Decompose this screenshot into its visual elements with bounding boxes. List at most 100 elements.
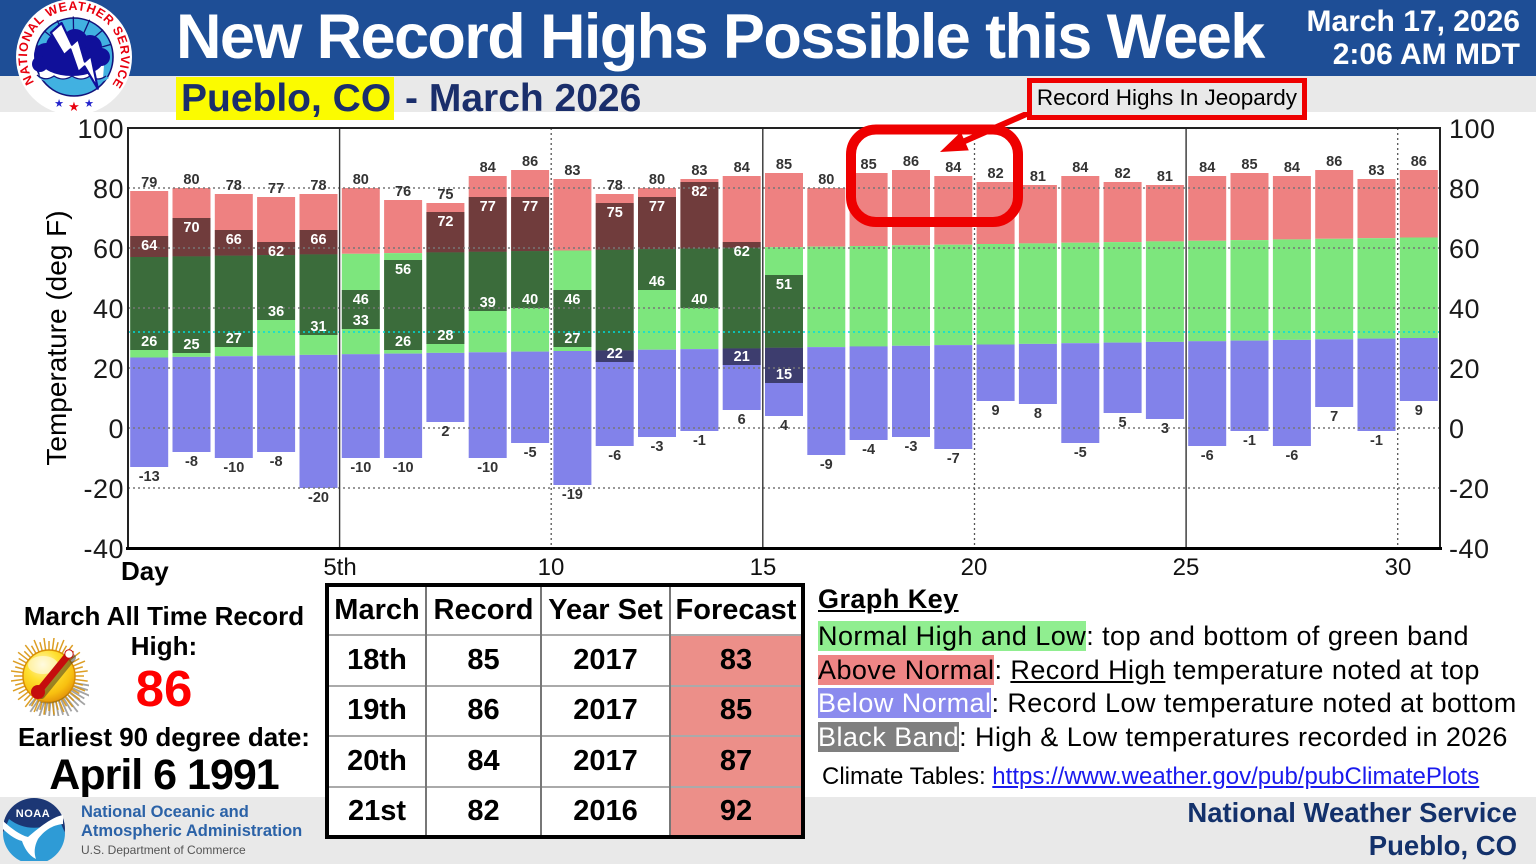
- svg-text:9: 9: [992, 403, 1000, 419]
- svg-text:-3: -3: [905, 439, 918, 455]
- svg-text:-6: -6: [1201, 448, 1214, 464]
- svg-text:★: ★: [54, 98, 64, 110]
- svg-text:75: 75: [437, 187, 453, 203]
- svg-text:80: 80: [1449, 174, 1480, 204]
- svg-text:-1: -1: [1243, 433, 1256, 449]
- svg-text:70: 70: [183, 220, 199, 236]
- svg-text:-10: -10: [223, 460, 244, 476]
- svg-text:86: 86: [903, 154, 919, 170]
- svg-text:-5: -5: [1074, 445, 1087, 461]
- svg-text:40: 40: [93, 294, 124, 324]
- svg-text:28: 28: [437, 328, 453, 344]
- svg-text:76: 76: [395, 184, 411, 200]
- svg-text:★: ★: [68, 99, 80, 114]
- svg-text:72: 72: [437, 214, 453, 230]
- svg-text:31: 31: [310, 319, 326, 335]
- svg-text:80: 80: [818, 172, 834, 188]
- svg-text:20: 20: [1449, 354, 1480, 384]
- svg-text:84: 84: [1199, 160, 1215, 176]
- svg-text:39: 39: [480, 295, 496, 311]
- svg-text:66: 66: [310, 232, 326, 248]
- svg-text:84: 84: [1072, 160, 1088, 176]
- svg-text:81: 81: [1030, 169, 1046, 185]
- svg-text:3: 3: [1161, 421, 1169, 437]
- svg-text:0: 0: [1449, 414, 1465, 444]
- svg-text:84: 84: [1284, 160, 1300, 176]
- svg-text:100: 100: [1449, 114, 1496, 144]
- svg-text:40: 40: [522, 292, 538, 308]
- svg-text:86: 86: [522, 154, 538, 170]
- svg-text:27: 27: [226, 331, 242, 347]
- svg-text:82: 82: [1115, 166, 1131, 182]
- svg-text:-8: -8: [185, 454, 198, 470]
- svg-text:80: 80: [183, 172, 199, 188]
- svg-text:-9: -9: [820, 457, 833, 473]
- svg-text:77: 77: [649, 199, 665, 215]
- svg-text:60: 60: [1449, 234, 1480, 264]
- svg-text:75: 75: [607, 205, 623, 221]
- svg-text:40: 40: [1449, 294, 1480, 324]
- svg-text:27: 27: [564, 331, 580, 347]
- svg-text:21: 21: [734, 349, 750, 365]
- svg-text:★: ★: [84, 98, 94, 110]
- svg-text:9: 9: [1415, 403, 1423, 419]
- svg-text:40: 40: [691, 292, 707, 308]
- svg-text:51: 51: [776, 277, 792, 293]
- svg-text:7: 7: [1330, 409, 1338, 425]
- svg-text:62: 62: [268, 244, 284, 260]
- svg-text:77: 77: [268, 181, 284, 197]
- svg-text:78: 78: [607, 178, 623, 194]
- svg-text:84: 84: [945, 160, 961, 176]
- svg-text:26: 26: [141, 334, 157, 350]
- svg-text:4: 4: [780, 418, 788, 434]
- svg-text:NOAA: NOAA: [16, 808, 50, 820]
- svg-text:-7: -7: [947, 451, 960, 467]
- svg-text:0: 0: [108, 414, 124, 444]
- svg-text:Temperature (deg F): Temperature (deg F): [41, 210, 72, 465]
- svg-text:-1: -1: [1370, 433, 1383, 449]
- svg-text:86: 86: [1326, 154, 1342, 170]
- svg-text:78: 78: [226, 178, 242, 194]
- svg-text:83: 83: [1368, 163, 1384, 179]
- svg-text:64: 64: [141, 238, 157, 254]
- svg-text:83: 83: [691, 163, 707, 179]
- svg-text:84: 84: [480, 160, 496, 176]
- svg-text:77: 77: [522, 199, 538, 215]
- svg-text:85: 85: [1241, 157, 1257, 173]
- svg-text:-8: -8: [270, 454, 283, 470]
- svg-text:25: 25: [183, 337, 199, 353]
- svg-text:79: 79: [141, 175, 157, 191]
- svg-text:84: 84: [734, 160, 750, 176]
- svg-text:-10: -10: [350, 460, 371, 476]
- svg-text:80: 80: [353, 172, 369, 188]
- svg-text:77: 77: [480, 199, 496, 215]
- svg-text:-6: -6: [608, 448, 621, 464]
- svg-text:NATIONAL WEATHER SERVICE: NATIONAL WEATHER SERVICE: [16, 0, 132, 91]
- svg-text:15: 15: [776, 367, 792, 383]
- svg-text:80: 80: [649, 172, 665, 188]
- svg-text:-40: -40: [83, 534, 124, 564]
- svg-text:25: 25: [1173, 554, 1200, 581]
- svg-text:46: 46: [564, 292, 580, 308]
- svg-text:85: 85: [861, 157, 877, 173]
- svg-text:5: 5: [1119, 415, 1127, 431]
- svg-text:62: 62: [734, 244, 750, 260]
- svg-text:26: 26: [395, 334, 411, 350]
- svg-text:10: 10: [538, 554, 565, 581]
- svg-text:-40: -40: [1449, 534, 1490, 564]
- svg-text:33: 33: [353, 313, 369, 329]
- svg-text:-20: -20: [1449, 474, 1490, 504]
- svg-text:82: 82: [988, 166, 1004, 182]
- svg-text:20: 20: [93, 354, 124, 384]
- svg-text:-19: -19: [562, 487, 583, 503]
- svg-text:15: 15: [750, 554, 777, 581]
- svg-text:60: 60: [93, 234, 124, 264]
- svg-text:46: 46: [353, 292, 369, 308]
- svg-text:36: 36: [268, 304, 284, 320]
- svg-text:-4: -4: [862, 442, 875, 458]
- svg-text:-5: -5: [524, 445, 537, 461]
- svg-text:80: 80: [93, 174, 124, 204]
- svg-text:66: 66: [226, 232, 242, 248]
- svg-text:-6: -6: [1285, 448, 1298, 464]
- svg-text:5th: 5th: [323, 554, 356, 581]
